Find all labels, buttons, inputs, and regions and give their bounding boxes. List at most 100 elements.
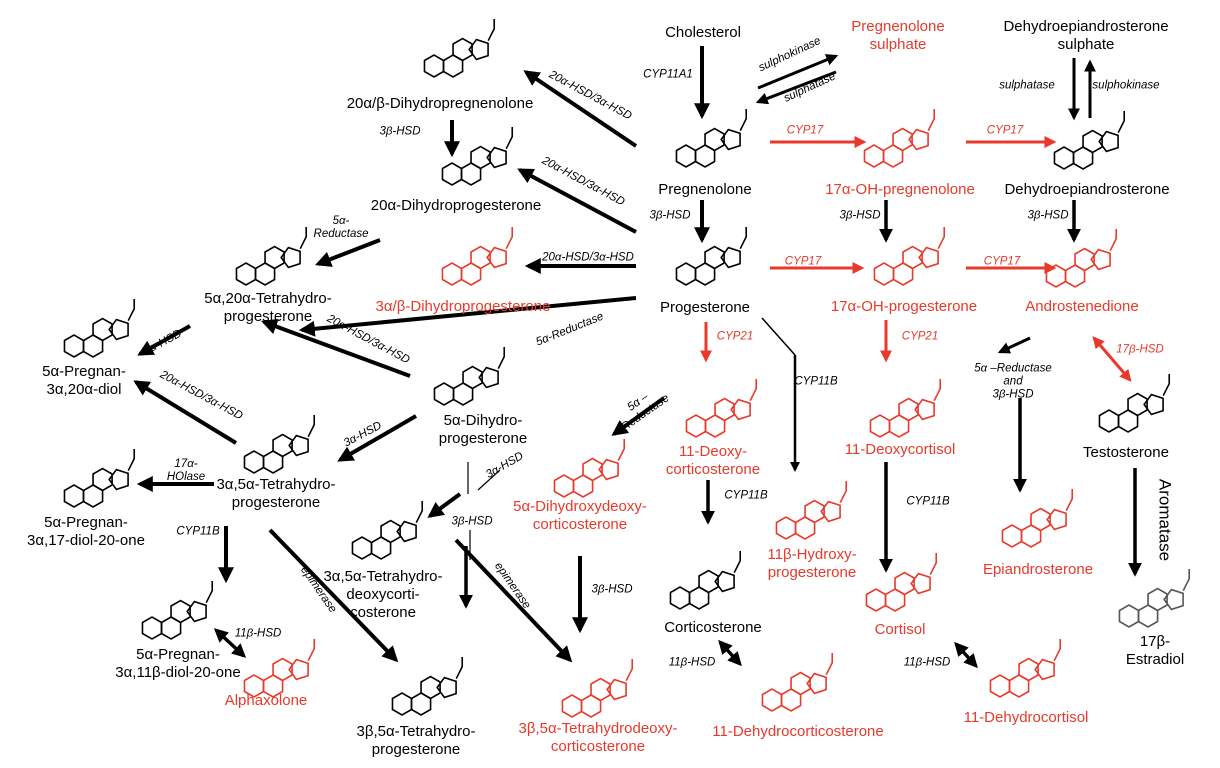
- compound-label-estradiol: 17β-Estradiol: [1125, 633, 1185, 668]
- reaction-arrow: [133, 380, 238, 445]
- compound-label-tetrahydroprog520: 5α,20α-Tetrahydro- progesterone: [204, 290, 332, 325]
- enzyme-label: 5α –Reductase and 3β-HSD: [974, 362, 1052, 401]
- steroid-structure-icon: [233, 226, 310, 294]
- enzyme-label: CYP21: [716, 330, 754, 343]
- reversible-reaction-arrow: [718, 639, 742, 667]
- compound-label-dehydrocortisol: 11-Dehydrocortisol: [963, 709, 1089, 726]
- steroid-structure-icon: [683, 378, 760, 446]
- steroid-structure-icon: [389, 656, 466, 724]
- steroid-structure-icon: [241, 638, 318, 706]
- steroid-structure-icon: [867, 378, 944, 446]
- compound-label-testosterone: Testosterone: [1083, 444, 1169, 461]
- reaction-arrow: [523, 70, 638, 148]
- enzyme-label: CYP11B: [724, 489, 768, 502]
- compound-label-deoxycortisol: 11-Deoxycortisol: [844, 441, 956, 458]
- reaction-arrow: [268, 528, 399, 663]
- compound-label-dihydropregnenolone: 20α/β-Dihydropregnenolone: [346, 95, 534, 112]
- enzyme-label: 17α- HOlase: [166, 458, 206, 483]
- steroid-structure-icon: [1051, 110, 1128, 178]
- reaction-arrow: [337, 414, 418, 462]
- enzyme-label: 17β-HSD: [1116, 343, 1164, 356]
- enzyme-label: CYP11B: [906, 495, 950, 508]
- reaction-arrow: [427, 492, 462, 518]
- steroid-structure-icon: [421, 18, 498, 86]
- compound-label-dhea-sulph: Dehydroepiandrosterone sulphate: [1003, 18, 1169, 53]
- reaction-arrow: [757, 54, 839, 90]
- compound-label-oh-pregnenolone: 17α-OH-pregnenolone: [825, 181, 975, 198]
- enzyme-label: 3β-HSD: [649, 209, 691, 222]
- reaction-arrow: [315, 238, 381, 267]
- steroid-structure-icon: [61, 298, 138, 366]
- compound-label-preg-sulph: Pregnenolone sulphate: [851, 18, 945, 53]
- steroid-structure-icon: [759, 652, 836, 720]
- compound-label-dehydrocorticosterone: 11-Dehydrocorticosterone: [712, 723, 884, 740]
- enzyme-label: 20α-HSD/3α-HSD: [542, 251, 634, 264]
- enzyme-label: CYP21: [901, 330, 939, 343]
- steroid-structure-icon: [241, 414, 318, 482]
- steroid-structure-icon: [1043, 228, 1120, 296]
- compound-label-dhdoc: 5α-Dihydroxydeoxy- corticosterone: [513, 498, 647, 533]
- compound-label-deoxycorticosterone: 11-Deoxy- corticosterone: [665, 443, 761, 478]
- reversible-reaction-arrow: [954, 641, 978, 669]
- enzyme-label: sulphatase: [999, 79, 1055, 92]
- enzyme-label: 5α- Reductase: [313, 215, 369, 240]
- compound-label-pregnan-11diol: 5α-Pregnan- 3α,11β-diol-20-one: [115, 646, 241, 681]
- enzyme-label: CYP17: [784, 255, 822, 268]
- reaction-arrow: [477, 469, 501, 491]
- reaction-arrow: [260, 318, 411, 378]
- reaction-arrow: [761, 317, 796, 356]
- compound-label-thdoc: 3α,5α-Tetrahydro- deoxycorti- costerone: [323, 568, 443, 621]
- compound-label-pregnenolone: Pregnenolone: [658, 181, 752, 198]
- compound-label-cortisol: Cortisol: [874, 621, 926, 638]
- steroid-structure-icon: [987, 638, 1064, 706]
- compound-label-dihydroprog5a: 5α-Dihydro- progesterone: [438, 412, 528, 447]
- compound-label-androstenedione: Androstenedione: [1025, 298, 1139, 315]
- compound-label-epiandrosterone: Epiandrosterone: [982, 561, 1094, 578]
- enzyme-label: CYP11B: [794, 375, 838, 388]
- reversible-reaction-arrow: [1092, 336, 1132, 382]
- enzyme-label: 3β-HSD: [839, 209, 881, 222]
- steroid-structure-icon: [1116, 568, 1193, 636]
- steroid-structure-icon: [673, 108, 750, 176]
- compound-label-corticosterone: Corticosterone: [664, 619, 762, 636]
- steroid-structure-icon: [999, 488, 1076, 556]
- steroid-structure-icon: [861, 108, 938, 176]
- enzyme-label: 11β-HSD: [668, 656, 716, 669]
- enzyme-label: Aromatase: [1155, 478, 1175, 562]
- steroid-structure-icon: [349, 500, 426, 568]
- compound-label-tetrahydroprog35: 3α,5α-Tetrahydro- progesterone: [216, 476, 336, 511]
- compound-label-progesterone: Progesterone: [659, 299, 751, 316]
- steroid-structure-icon: [431, 346, 508, 414]
- enzyme-label: CYP17: [986, 124, 1024, 137]
- compound-label-cholesterol: Cholesterol: [665, 24, 741, 41]
- reversible-reaction-arrow: [213, 628, 247, 658]
- enzyme-label: 11β-HSD: [903, 656, 951, 669]
- reaction-arrow: [454, 538, 573, 663]
- steroid-structure-icon: [673, 226, 750, 294]
- reaction-arrow: [298, 296, 637, 337]
- compound-label-thdoc3b: 3β,5α-Tetrahydrodeoxy- corticosterone: [518, 720, 678, 755]
- compound-label-dhea: Dehydroepiandrosterone: [1004, 181, 1170, 198]
- reaction-arrow: [517, 168, 637, 234]
- compound-label-pregnan-17diol: 5α-Pregnan- 3α,17-diol-20-one: [27, 514, 145, 549]
- compound-label-oh-progesterone: 17α-OH-progesterone: [830, 298, 978, 315]
- enzyme-label: 11β-HSD: [234, 627, 282, 640]
- reaction-arrow: [137, 324, 191, 356]
- enzyme-label: 3β-HSD: [1027, 209, 1069, 222]
- compound-label-pregnan-diol: 5α-Pregnan- 3α,20α-diol: [42, 363, 126, 398]
- enzyme-label: CYP11A1: [643, 68, 693, 81]
- reaction-arrow: [755, 70, 837, 105]
- steroid-structure-icon: [863, 552, 940, 620]
- compound-label-dihydroprogesterone20: 20α-Dihydroprogesterone: [370, 197, 542, 214]
- enzyme-label: 3β-HSD: [451, 515, 493, 528]
- enzyme-label: 3β-HSD: [591, 583, 633, 596]
- compound-label-dihydroprog3ab: 3α/β-Dihydroprogesterone: [375, 298, 551, 315]
- steroid-structure-icon: [871, 226, 948, 294]
- steroid-structure-icon: [439, 126, 516, 194]
- enzyme-label: CYP17: [983, 255, 1021, 268]
- steroid-structure-icon: [61, 448, 138, 516]
- enzyme-label: CYP11B: [176, 525, 220, 538]
- enzyme-label: CYP17: [786, 124, 824, 137]
